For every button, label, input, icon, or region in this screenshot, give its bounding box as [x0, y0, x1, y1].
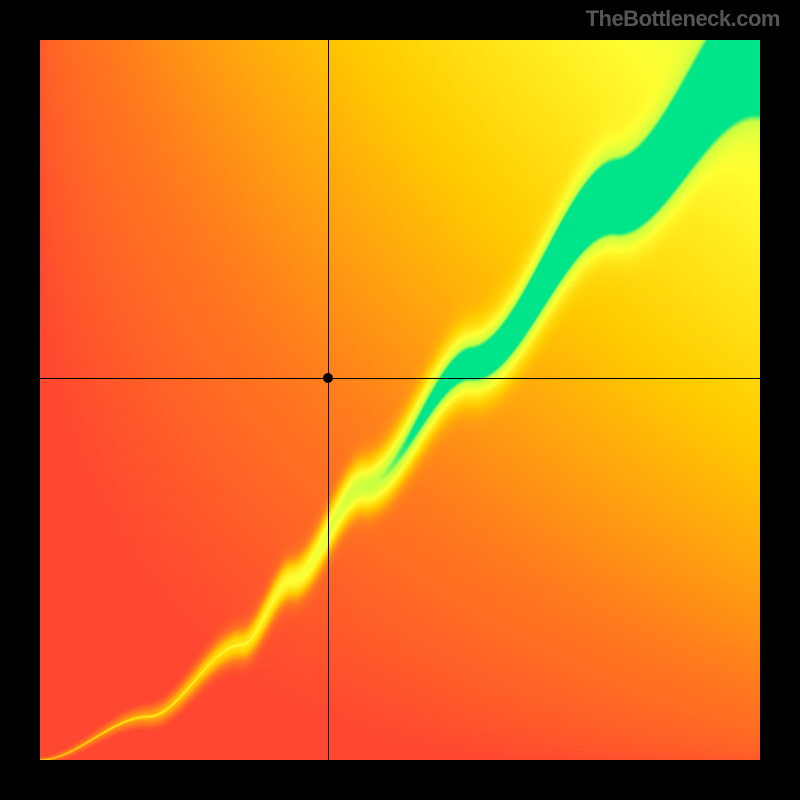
crosshair-marker	[323, 373, 333, 383]
crosshair-horizontal	[40, 378, 760, 379]
crosshair-vertical	[328, 40, 329, 760]
heatmap-canvas	[40, 40, 760, 760]
plot-area	[40, 40, 760, 760]
watermark-text: TheBottleneck.com	[586, 6, 780, 32]
chart-container: TheBottleneck.com	[0, 0, 800, 800]
